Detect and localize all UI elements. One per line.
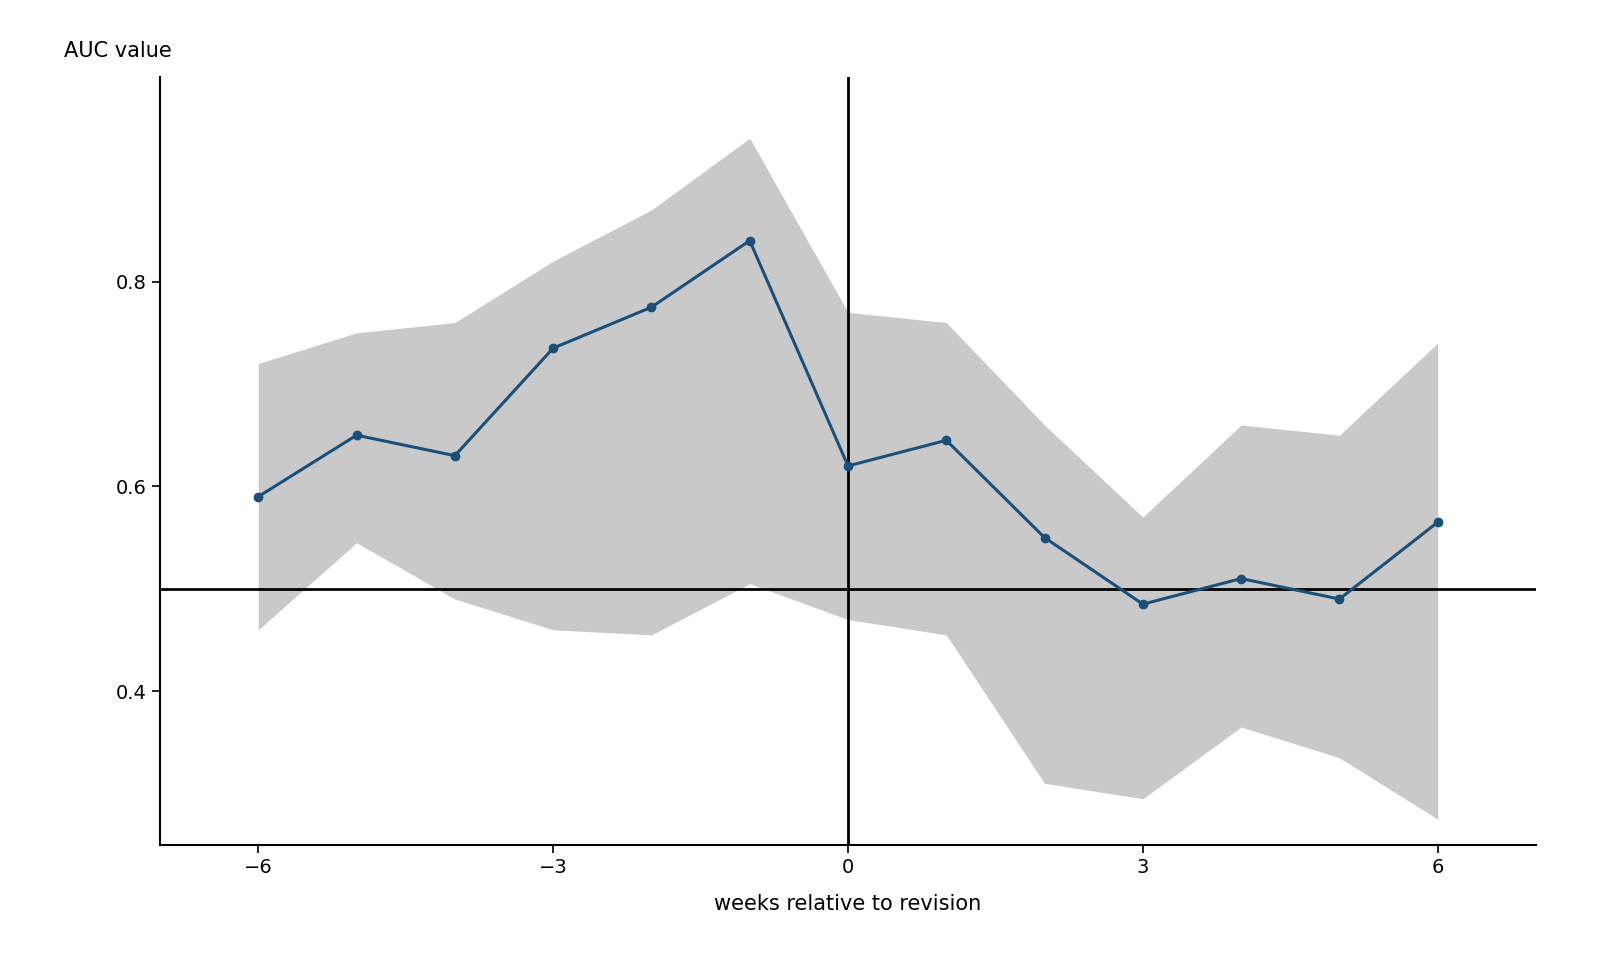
X-axis label: weeks relative to revision: weeks relative to revision (714, 894, 982, 914)
Text: AUC value: AUC value (64, 41, 171, 61)
